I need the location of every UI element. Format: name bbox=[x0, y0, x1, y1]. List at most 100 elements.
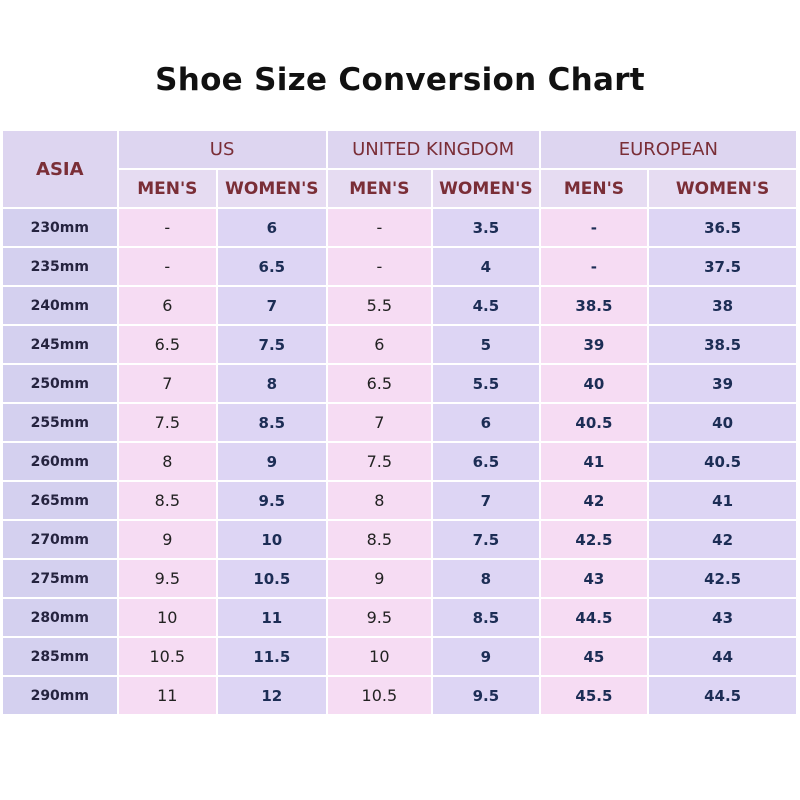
eu-mens-cell: 44.5 bbox=[540, 599, 648, 636]
uk-womens-header: WOMEN'S bbox=[433, 170, 539, 207]
us-mens-header: MEN'S bbox=[118, 170, 217, 207]
eu-womens-cell: 36.5 bbox=[649, 209, 796, 246]
us-group-header: US bbox=[118, 131, 326, 168]
uk-mens-cell: 10.5 bbox=[327, 677, 432, 714]
eu-mens-cell: 39 bbox=[540, 326, 648, 363]
eu-mens-cell: 38.5 bbox=[540, 287, 648, 324]
eu-mens-cell: 41 bbox=[540, 443, 648, 480]
asia-size-cell: 270mm bbox=[3, 521, 117, 558]
asia-size-cell: 265mm bbox=[3, 482, 117, 519]
us-womens-cell: 8.5 bbox=[218, 404, 326, 441]
uk-womens-cell: 6 bbox=[433, 404, 539, 441]
uk-mens-cell: 9.5 bbox=[327, 599, 432, 636]
us-mens-cell: 7 bbox=[118, 365, 217, 402]
header-group-row: ASIA US UNITED KINGDOM EUROPEAN bbox=[3, 131, 796, 207]
uk-mens-cell: - bbox=[327, 209, 432, 246]
eu-womens-header: WOMEN'S bbox=[649, 170, 796, 207]
asia-size-cell: 255mm bbox=[3, 404, 117, 441]
chart-title: Shoe Size Conversion Chart bbox=[155, 62, 645, 98]
us-womens-cell: 12 bbox=[218, 677, 326, 714]
uk-womens-cell: 3.5 bbox=[433, 209, 539, 246]
eu-mens-cell: 42 bbox=[540, 482, 648, 519]
asia-size-cell: 285mm bbox=[3, 638, 117, 675]
us-womens-cell: 10.5 bbox=[218, 560, 326, 597]
uk-womens-cell: 6.5 bbox=[433, 443, 539, 480]
size-conversion-table: ASIA US UNITED KINGDOM EUROPEAN MEN'S WO… bbox=[1, 129, 798, 716]
table-row: 255mm 7.5 8.5 7 6 40.5 40 bbox=[3, 404, 796, 441]
uk-mens-header: MEN'S bbox=[327, 170, 432, 207]
us-mens-cell: 10.5 bbox=[118, 638, 217, 675]
us-mens-cell: 8 bbox=[118, 443, 217, 480]
asia-size-cell: 290mm bbox=[3, 677, 117, 714]
table-row: 230mm -6-3.5-36.5 bbox=[3, 209, 796, 246]
uk-mens-cell: 8 bbox=[327, 482, 432, 519]
us-womens-cell: 11.5 bbox=[218, 638, 326, 675]
uk-womens-cell: 5.5 bbox=[433, 365, 539, 402]
uk-womens-cell: 5 bbox=[433, 326, 539, 363]
eu-mens-cell: 40.5 bbox=[540, 404, 648, 441]
uk-womens-cell: 8.5 bbox=[433, 599, 539, 636]
uk-mens-cell: 7.5 bbox=[327, 443, 432, 480]
table-row: 250mm 7 8 6.5 5.5 40 39 bbox=[3, 365, 796, 402]
uk-group-header: UNITED KINGDOM bbox=[327, 131, 539, 168]
asia-size-cell: 250mm bbox=[3, 365, 117, 402]
eu-womens-cell: 40 bbox=[649, 404, 796, 441]
eu-womens-cell: 40.5 bbox=[649, 443, 796, 480]
eu-womens-cell: 38 bbox=[649, 287, 796, 324]
us-womens-cell: 7 bbox=[218, 287, 326, 324]
uk-mens-cell: 6.5 bbox=[327, 365, 432, 402]
table-row: 260mm 8 9 7.5 6.5 41 40.5 bbox=[3, 443, 796, 480]
us-womens-cell: 9.5 bbox=[218, 482, 326, 519]
uk-mens-cell: 8.5 bbox=[327, 521, 432, 558]
eu-womens-cell: 43 bbox=[649, 599, 796, 636]
us-womens-cell: 6 bbox=[218, 209, 326, 246]
uk-mens-cell: 9 bbox=[327, 560, 432, 597]
eu-mens-cell: 45.5 bbox=[540, 677, 648, 714]
asia-size-cell: 235mm bbox=[3, 248, 117, 285]
table-row: 290mm 11 12 10.5 9.5 45.5 44.5 bbox=[3, 677, 796, 714]
us-mens-cell: 10 bbox=[118, 599, 217, 636]
us-mens-cell: 6.5 bbox=[118, 326, 217, 363]
uk-womens-cell: 4.5 bbox=[433, 287, 539, 324]
table-row: 245mm 6.5 7.5 6 5 39 38.5 bbox=[3, 326, 796, 363]
eu-womens-cell: 41 bbox=[649, 482, 796, 519]
asia-size-cell: 280mm bbox=[3, 599, 117, 636]
us-womens-cell: 11 bbox=[218, 599, 326, 636]
us-mens-cell: - bbox=[118, 248, 217, 285]
us-mens-cell: - bbox=[118, 209, 217, 246]
uk-womens-cell: 9 bbox=[433, 638, 539, 675]
table-row: 240mm 6 7 5.5 4.5 38.5 38 bbox=[3, 287, 796, 324]
us-mens-cell: 9.5 bbox=[118, 560, 217, 597]
eu-mens-cell: 43 bbox=[540, 560, 648, 597]
eu-mens-cell: 40 bbox=[540, 365, 648, 402]
table-row: 275mm 9.5 10.5 9 8 43 42.5 bbox=[3, 560, 796, 597]
eu-womens-cell: 39 bbox=[649, 365, 796, 402]
asia-size-cell: 240mm bbox=[3, 287, 117, 324]
table-row: 280mm 10 11 9.5 8.5 44.5 43 bbox=[3, 599, 796, 636]
uk-womens-cell: 7.5 bbox=[433, 521, 539, 558]
us-mens-cell: 8.5 bbox=[118, 482, 217, 519]
table-row: 265mm 8.5 9.5 8 7 42 41 bbox=[3, 482, 796, 519]
us-mens-cell: 11 bbox=[118, 677, 217, 714]
asia-size-cell: 275mm bbox=[3, 560, 117, 597]
asia-header: ASIA bbox=[3, 131, 117, 207]
table-header: ASIA US UNITED KINGDOM EUROPEAN MEN'S WO… bbox=[3, 131, 796, 207]
eu-womens-cell: 37.5 bbox=[649, 248, 796, 285]
uk-womens-cell: 9.5 bbox=[433, 677, 539, 714]
table-row: 235mm -6.5-4-37.5 bbox=[3, 248, 796, 285]
eu-group-header: EUROPEAN bbox=[540, 131, 796, 168]
uk-mens-cell: 6 bbox=[327, 326, 432, 363]
asia-size-cell: 260mm bbox=[3, 443, 117, 480]
uk-mens-cell: 10 bbox=[327, 638, 432, 675]
us-womens-cell: 9 bbox=[218, 443, 326, 480]
uk-mens-cell: 5.5 bbox=[327, 287, 432, 324]
us-womens-cell: 10 bbox=[218, 521, 326, 558]
table-body: 230mm -6-3.5-36.5 235mm -6.5-4-37.5 240mm 6 7 5… bbox=[3, 209, 796, 714]
us-womens-header: WOMEN'S bbox=[218, 170, 326, 207]
eu-womens-cell: 42.5 bbox=[649, 560, 796, 597]
header-sub-row: MEN'S WOMEN'S MEN'S WOMEN'S MEN'S WOMEN'… bbox=[3, 170, 796, 207]
us-womens-cell: 8 bbox=[218, 365, 326, 402]
asia-size-cell: 230mm bbox=[3, 209, 117, 246]
eu-mens-cell: 45 bbox=[540, 638, 648, 675]
uk-womens-cell: 4 bbox=[433, 248, 539, 285]
